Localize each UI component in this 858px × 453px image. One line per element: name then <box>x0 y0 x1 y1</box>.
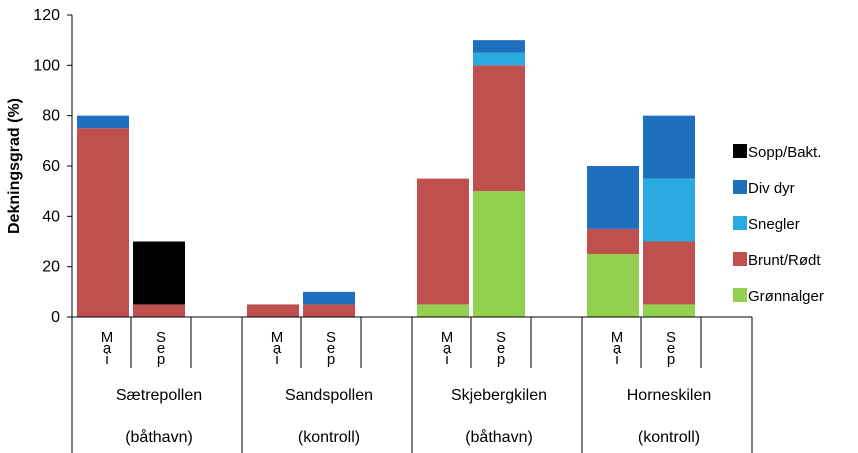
group-label: Horneskilen <box>627 387 711 404</box>
bar-segment <box>77 115 129 129</box>
y-axis-label: Dekningsgrad (%) <box>6 98 23 234</box>
bar-label-char: p <box>327 351 335 368</box>
y-tick-label: 0 <box>51 309 60 326</box>
y-tick-label: 60 <box>42 158 60 175</box>
legend-swatch <box>733 216 747 230</box>
bar-segment <box>643 115 695 179</box>
bar-label-char: a <box>443 340 452 357</box>
bar-segment <box>417 304 469 317</box>
bar-label-char: S <box>326 329 336 346</box>
bar-segment <box>473 52 525 66</box>
group-sublabel: (båthavn) <box>465 428 533 446</box>
bars <box>77 40 695 317</box>
bar-label-char: M <box>441 329 454 346</box>
group-sublabel: (båthavn) <box>125 428 193 446</box>
bar-label-char: i <box>615 351 618 368</box>
bar-segment <box>643 178 695 242</box>
bar-segment <box>587 228 639 255</box>
y-axis-ticks: 0 20 40 60 80 100 120 <box>33 7 72 326</box>
legend-swatch <box>733 252 747 266</box>
y-tick-label: 40 <box>42 208 60 225</box>
bar-segment <box>133 241 185 305</box>
y-tick-label: 120 <box>33 7 60 24</box>
bar-segment <box>643 241 695 305</box>
bar-label-char: p <box>157 351 165 368</box>
bar-segment <box>417 178 469 305</box>
bar-label-char: M <box>101 329 114 346</box>
bar-label-char: i <box>105 351 108 368</box>
bar-label-char: S <box>666 329 676 346</box>
legend-label: Grønnalger <box>748 288 824 305</box>
bar-segment <box>303 304 355 317</box>
y-tick-label: 100 <box>33 57 60 74</box>
bar-label-char: S <box>156 329 166 346</box>
group-label: Sandspollen <box>285 387 373 404</box>
bar-label-char: S <box>496 329 506 346</box>
bar-segment <box>473 65 525 192</box>
y-tick-label: 20 <box>42 259 60 276</box>
group-label: Skjebergkilen <box>451 387 547 404</box>
bar-segment <box>247 304 299 317</box>
bar-label-char: M <box>611 329 624 346</box>
bar-label-char: e <box>497 340 505 357</box>
legend-swatch <box>733 288 747 302</box>
legend-label: Brunt/Rødt <box>748 252 821 269</box>
legend-label: Snegler <box>748 216 800 233</box>
legend-swatch <box>733 180 747 194</box>
bar-label-char: p <box>497 351 505 368</box>
legend: Sopp/Bakt. Div dyr Snegler Brunt/Rødt Grønna… <box>733 144 824 305</box>
bar-label-char: p <box>667 351 675 368</box>
bar-segment <box>133 304 185 317</box>
bar-label-char: e <box>327 340 335 357</box>
bar-segment <box>303 291 355 305</box>
group-label: Sætrepollen <box>116 387 202 404</box>
y-tick-label: 80 <box>42 108 60 125</box>
bar-label-char: e <box>157 340 165 357</box>
legend-swatch <box>733 144 747 158</box>
bar-label-char: e <box>667 340 675 357</box>
group-sublabel: (kontroll) <box>298 429 360 446</box>
legend-label: Div dyr <box>748 180 795 197</box>
bar-label-char: i <box>275 351 278 368</box>
bar-label-char: M <box>271 329 284 346</box>
bar-label-char: i <box>445 351 448 368</box>
bar-segment <box>473 191 525 317</box>
category-table: MaiSepSætrepollen(båthavn)MaiSepSandspol… <box>71 316 753 453</box>
legend-label: Sopp/Bakt. <box>748 144 821 161</box>
bar-label-char: a <box>103 340 112 357</box>
group-sublabel: (kontroll) <box>638 429 700 446</box>
bar-label-char: a <box>273 340 282 357</box>
bar-label-char: a <box>613 340 622 357</box>
bar-segment <box>643 304 695 317</box>
bar-segment <box>77 128 129 317</box>
bar-segment <box>587 166 639 229</box>
bar-segment <box>587 254 639 317</box>
bar-segment <box>473 40 525 53</box>
